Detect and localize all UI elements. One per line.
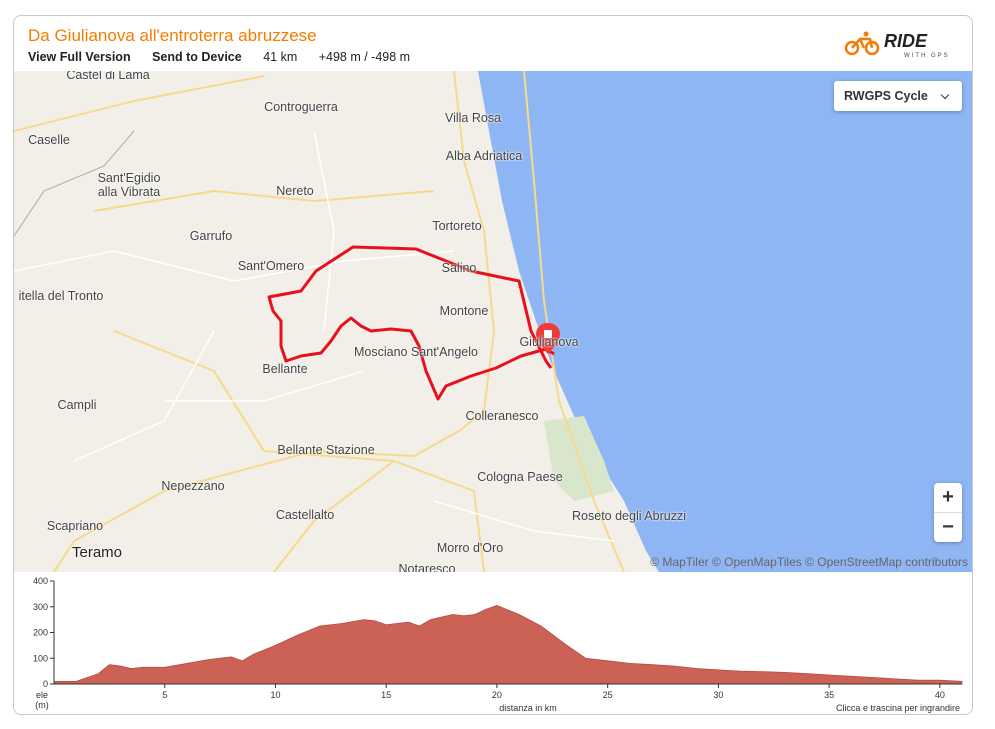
embed-card: Da Giulianova all'entroterra abruzzese V… <box>13 15 973 715</box>
y-tick-label: 0 <box>43 679 48 689</box>
map-base <box>14 71 972 572</box>
place-label: itella del Tronto <box>18 289 104 303</box>
header-links: View Full Version Send to Device 41 km +… <box>28 50 428 64</box>
link[interactable]: View Full Version <box>28 50 131 64</box>
route-title[interactable]: Da Giulianova all'entroterra abruzzese <box>28 26 317 45</box>
logo-text: RIDE <box>884 31 928 51</box>
place-label: Sant'Omero <box>237 259 305 273</box>
y-tick-label: 200 <box>33 628 48 638</box>
climb: +498 m / -498 m <box>318 50 411 64</box>
place-label: Tortoreto <box>432 219 482 233</box>
x-tick-label: 40 <box>935 690 945 700</box>
zoom-out[interactable]: − <box>942 516 954 538</box>
map-style-selector[interactable]: RWGPS Cycle <box>834 81 962 111</box>
distance: 41 km <box>263 50 298 64</box>
place-label: Nereto <box>276 184 314 198</box>
x-tick-label: 30 <box>713 690 723 700</box>
chart-note: Clicca e trascina per ingrandire <box>836 703 960 713</box>
x-tick-label: 15 <box>381 690 391 700</box>
place-label: Bellante <box>262 362 308 376</box>
logo-subtext: WITH GPS <box>904 53 950 59</box>
place-label: Sant'Egidio alla Vibrata <box>97 171 161 199</box>
y-tick-label: 100 <box>33 653 48 663</box>
elevation-chart: 0 100 200 300 400 5 10 15 20 25 30 35 40 ele(m) distan… <box>33 576 963 713</box>
place-label: Caselle <box>28 133 70 147</box>
x-tick-label: 10 <box>270 690 280 700</box>
x-axis-label: distanza in km <box>499 703 557 713</box>
place-label: Nepezzano <box>161 479 225 493</box>
place-label: Morro d'Oro <box>436 541 504 555</box>
elevation-area <box>53 605 963 685</box>
map[interactable]: Castel di Lama Controguerra Villa Rosa Case… <box>14 71 972 572</box>
x-tick-label: 35 <box>824 690 834 700</box>
y-tick-label: 300 <box>33 602 48 612</box>
x-tick-label: 5 <box>162 690 167 700</box>
link[interactable]: Send to Device <box>152 50 242 64</box>
place-label: Garrufo <box>189 229 233 243</box>
attribution[interactable]: © MapTiler © OpenMapTiles © OpenStreetMa… <box>650 555 968 569</box>
place-label: Roseto degli Abruzzi <box>572 509 686 523</box>
zoom-in[interactable]: + <box>934 483 962 513</box>
place-label: Scapriano <box>46 519 104 533</box>
zoom-control: + − <box>934 483 962 542</box>
y-tick-label: 400 <box>33 576 48 586</box>
y-axis-label: ele <box>36 690 48 700</box>
place-label: Mosciano Sant'Angelo <box>354 345 478 359</box>
y-axis-label: (m) <box>35 700 49 710</box>
x-tick-label: 20 <box>492 690 502 700</box>
place-label: Colleranesco <box>465 409 539 423</box>
place-label: Bellante Stazione <box>277 443 375 457</box>
place-label: Notaresco <box>398 562 456 572</box>
place-label: Campli <box>57 398 97 412</box>
place-label: Alba Adriatica <box>445 149 523 163</box>
place-label: Villa Rosa <box>444 111 502 125</box>
place-label: Salino <box>441 261 477 275</box>
place-label: Castellalto <box>275 508 335 522</box>
place-label: Controguerra <box>264 100 338 114</box>
logo[interactable]: RIDE WITH GPS <box>844 30 954 60</box>
place-label: Teramo <box>71 544 123 561</box>
place-label: Cologna Paese <box>477 470 563 484</box>
place-label: Montone <box>439 304 489 318</box>
place-label: Giulianova <box>519 335 579 349</box>
x-tick-label: 25 <box>603 690 613 700</box>
place-label: Castel di Lama <box>66 71 150 82</box>
